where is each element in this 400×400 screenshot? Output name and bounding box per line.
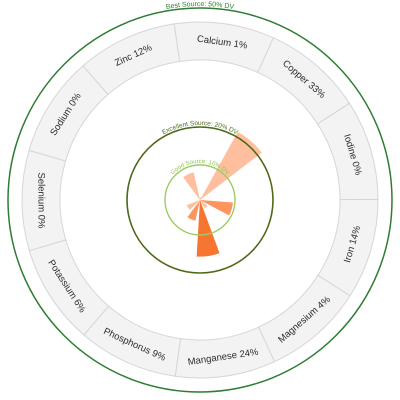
bar-iron: [200, 200, 233, 216]
bar-manganese: [196, 200, 220, 257]
ring-label-best-source-50-dv: Best Source: 50% DV: [165, 1, 234, 11]
bar-calcium: [199, 197, 201, 200]
bar-copper: [200, 131, 262, 200]
ring-label-text: Excellent Source: 20% DV: [161, 120, 239, 137]
bar-magnesium: [200, 200, 208, 209]
ring-excellent-source-20-dv: [126, 126, 274, 274]
ring-label-text: Best Source: 50% DV: [165, 1, 234, 11]
ring-good-source-10-dv: [164, 164, 236, 236]
category-segments: [21, 21, 379, 379]
ring-best-source: [7, 7, 393, 393]
ring-label-excellent-source-20-dv: Excellent Source: 20% DV: [161, 120, 239, 137]
bar-potassium: [186, 200, 200, 210]
label-selenium: Selenium 0%: [35, 172, 46, 229]
bar-phosphorus: [187, 200, 200, 221]
reference-rings: [7, 7, 393, 393]
value-bars: [183, 131, 262, 257]
bar-zinc: [183, 172, 200, 200]
segment-zinc: [82, 23, 181, 96]
